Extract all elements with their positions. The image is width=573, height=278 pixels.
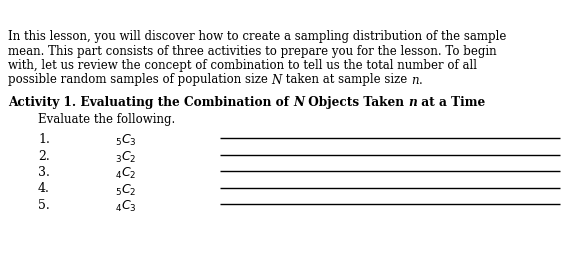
Text: N: N bbox=[272, 73, 282, 86]
Text: 5.: 5. bbox=[38, 199, 50, 212]
Text: 3.: 3. bbox=[38, 166, 50, 179]
Text: taken at sample size: taken at sample size bbox=[282, 73, 411, 86]
Text: $_{3}C_{2}$: $_{3}C_{2}$ bbox=[115, 150, 136, 165]
Text: N: N bbox=[293, 96, 304, 109]
Text: In this lesson, you will discover how to create a sampling distribution of the s: In this lesson, you will discover how to… bbox=[8, 30, 507, 43]
Text: $_{4}C_{2}$: $_{4}C_{2}$ bbox=[115, 166, 136, 181]
Text: $_{4}C_{3}$: $_{4}C_{3}$ bbox=[115, 199, 136, 214]
Text: Objects Taken: Objects Taken bbox=[304, 96, 409, 109]
Text: mean. This part consists of three activities to prepare you for the lesson. To b: mean. This part consists of three activi… bbox=[8, 44, 497, 58]
Text: 2.: 2. bbox=[38, 150, 50, 163]
Text: with, let us review the concept of combination to tell us the total number of al: with, let us review the concept of combi… bbox=[8, 59, 477, 72]
Text: $_{5}C_{3}$: $_{5}C_{3}$ bbox=[115, 133, 136, 148]
Text: $_{5}C_{2}$: $_{5}C_{2}$ bbox=[115, 182, 136, 198]
Text: n: n bbox=[409, 96, 417, 109]
Text: n: n bbox=[411, 73, 418, 86]
Text: possible random samples of population size: possible random samples of population si… bbox=[8, 73, 272, 86]
Text: 4.: 4. bbox=[38, 182, 50, 195]
Text: Evaluate the following.: Evaluate the following. bbox=[38, 113, 175, 125]
Text: .: . bbox=[418, 73, 422, 86]
Text: Activity 1. Evaluating the Combination of: Activity 1. Evaluating the Combination o… bbox=[8, 96, 293, 109]
Text: at a Time: at a Time bbox=[417, 96, 486, 109]
Text: 1.: 1. bbox=[38, 133, 50, 146]
